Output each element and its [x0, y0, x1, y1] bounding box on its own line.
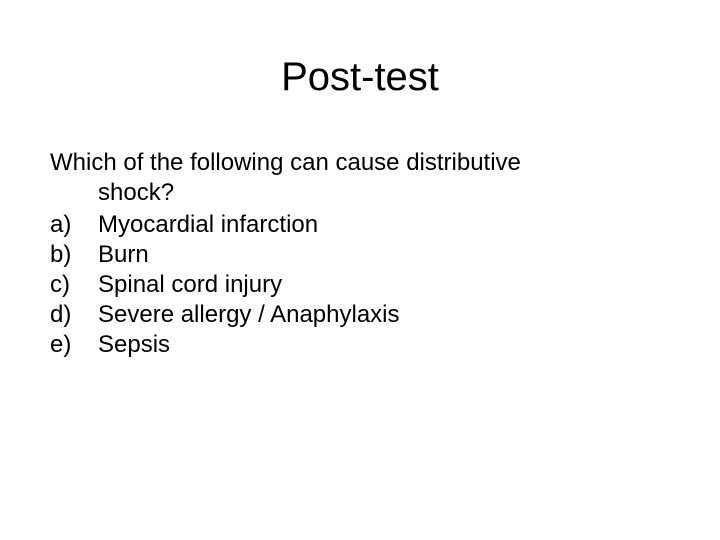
option-marker: e) [50, 330, 98, 360]
slide-container: Post-test Which of the following can cau… [0, 0, 720, 540]
options-list: a) Myocardial infarction b) Burn c) Spin… [50, 210, 670, 360]
option-marker: d) [50, 300, 98, 330]
option-item: e) Sepsis [50, 330, 670, 360]
option-text: Severe allergy / Anaphylaxis [98, 300, 670, 330]
option-marker: a) [50, 210, 98, 240]
option-marker: b) [50, 240, 98, 270]
question-text: Which of the following can cause distrib… [50, 148, 670, 208]
option-item: c) Spinal cord injury [50, 270, 670, 300]
option-marker: c) [50, 270, 98, 300]
option-item: d) Severe allergy / Anaphylaxis [50, 300, 670, 330]
question-line-2: shock? [50, 178, 670, 208]
option-text: Burn [98, 240, 670, 270]
option-text: Spinal cord injury [98, 270, 670, 300]
slide-title: Post-test [50, 55, 670, 100]
option-text: Sepsis [98, 330, 670, 360]
option-text: Myocardial infarction [98, 210, 670, 240]
option-item: a) Myocardial infarction [50, 210, 670, 240]
question-line-1: Which of the following can cause distrib… [50, 148, 670, 178]
option-item: b) Burn [50, 240, 670, 270]
